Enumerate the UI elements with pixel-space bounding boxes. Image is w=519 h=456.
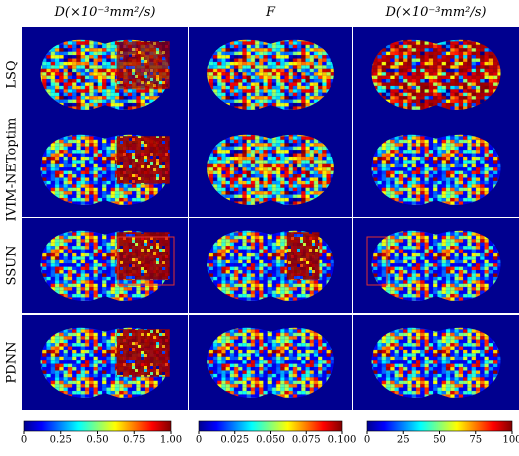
column-title: D(×10⁻³mm²/s) xyxy=(54,5,156,20)
colorbar xyxy=(23,420,172,432)
colorbar-tick-label: 0.50 xyxy=(86,434,108,445)
colorbar-tick-label: 0.100 xyxy=(328,434,357,445)
panel xyxy=(189,122,352,217)
row-label: SSUN xyxy=(5,246,20,286)
colorbar-tick-label: 50 xyxy=(433,434,446,445)
colorbar-tick-label: 0 xyxy=(364,434,370,445)
colorbar-tick-label: 0.075 xyxy=(292,434,321,445)
colorbar-tick-label: 0.25 xyxy=(50,434,72,445)
panel xyxy=(189,218,352,313)
panel xyxy=(22,315,188,410)
colorbar-tick-label: 100 xyxy=(502,434,519,445)
column-title: F xyxy=(265,5,276,20)
colorbar-tick-label: 0.75 xyxy=(123,434,145,445)
panel xyxy=(22,27,188,122)
panel xyxy=(353,122,519,217)
panel xyxy=(22,122,188,217)
row-label: IVIM-NEToptim xyxy=(5,118,20,222)
colorbar-tick-label: 0 xyxy=(196,434,202,445)
colorbar-tick-label: 25 xyxy=(397,434,410,445)
colorbar-tick-label: 1.00 xyxy=(160,434,182,445)
colorbar-tick-label: 0 xyxy=(21,434,27,445)
panel xyxy=(353,27,519,122)
column-title: D(×10⁻³mm²/s) xyxy=(385,5,487,20)
row-label: LSQ xyxy=(5,60,20,88)
panel xyxy=(189,27,352,122)
colorbar xyxy=(366,420,513,432)
colorbar xyxy=(198,420,343,432)
colorbar-tick-label: 0.025 xyxy=(220,434,249,445)
panel xyxy=(353,218,519,313)
colorbar-tick-label: 0.050 xyxy=(256,434,285,445)
row-label: PDNN xyxy=(5,342,20,384)
panel xyxy=(22,218,188,313)
panel xyxy=(353,315,519,410)
panel xyxy=(189,315,352,410)
colorbar-tick-label: 75 xyxy=(469,434,482,445)
